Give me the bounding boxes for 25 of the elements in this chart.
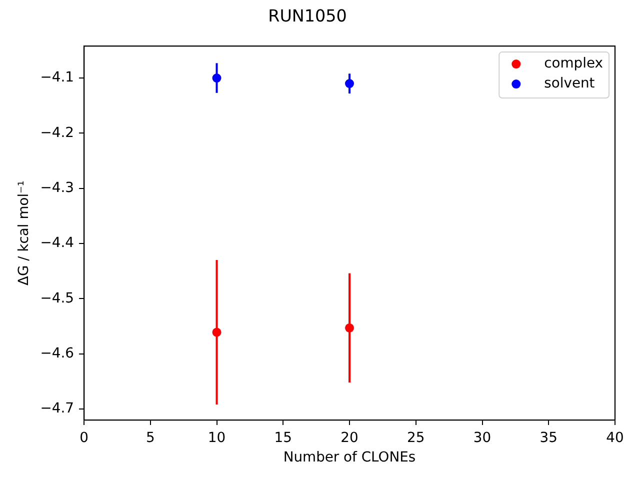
x-tick-label: 5 (146, 430, 155, 446)
y-tick-label: −4.6 (40, 345, 74, 362)
x-tick-label: 15 (274, 430, 292, 446)
y-tick-label: −4.7 (40, 400, 74, 417)
x-tick-label: 35 (540, 430, 558, 446)
point (345, 79, 354, 88)
x-tick-label: 10 (208, 430, 226, 446)
legend-label: complex (544, 56, 604, 72)
y-tick-label: −4.3 (40, 180, 74, 196)
point (345, 323, 354, 332)
x-tick-label: 40 (606, 430, 624, 446)
y-tick-label: −4.5 (40, 290, 74, 306)
chart-title: RUN1050 (268, 5, 347, 26)
y-tick-label: −4.4 (40, 235, 74, 252)
point (212, 74, 222, 83)
x-tick-label: 0 (80, 430, 88, 446)
x-tick-label: 25 (407, 430, 425, 446)
y-tick-label: −4.2 (40, 124, 74, 141)
legend-label: solvent (544, 76, 596, 92)
point (212, 328, 222, 337)
x-tick-label: 30 (473, 430, 492, 446)
x-tick-label: 20 (340, 430, 358, 446)
x-axis-title: Number of CLONEs (283, 449, 416, 466)
y-tick-label: −4.1 (40, 70, 74, 86)
y-axis-title: ΔG / kcal mol⁻¹ (16, 180, 32, 286)
